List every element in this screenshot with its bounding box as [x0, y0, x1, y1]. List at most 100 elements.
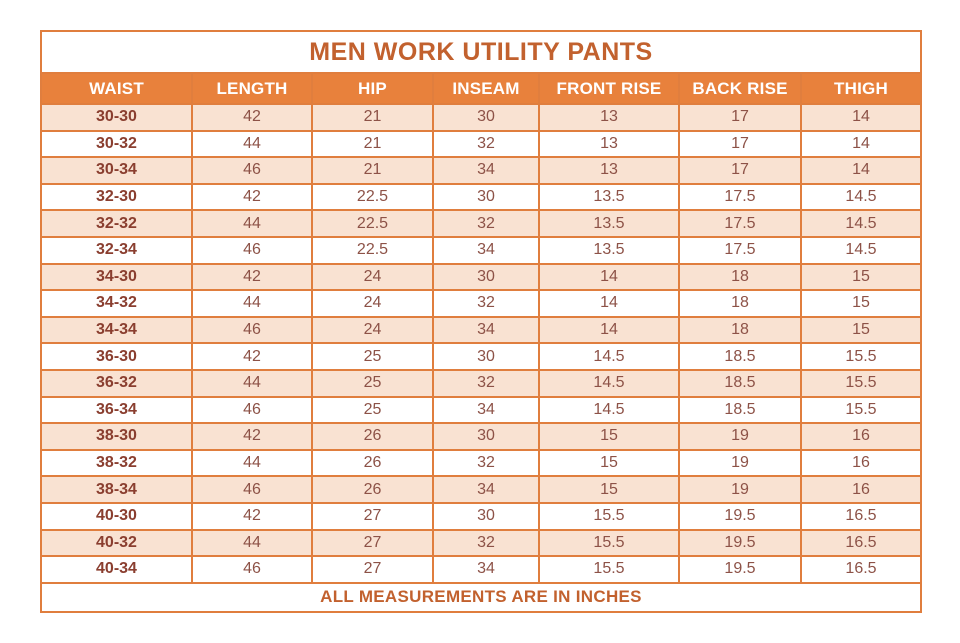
value-cell: 42 — [191, 262, 313, 292]
value-cell: 22.5 — [311, 209, 434, 238]
value-cell: 19 — [678, 422, 802, 451]
chart-title: MEN WORK UTILITY PANTS — [40, 30, 922, 74]
value-cell: 14 — [538, 262, 680, 292]
value-cell: 19 — [678, 475, 802, 504]
value-cell: 15.5 — [538, 501, 680, 531]
value-cell: 16.5 — [800, 528, 922, 558]
value-cell: 27 — [311, 528, 434, 558]
value-cell: 18 — [678, 262, 802, 292]
waist-cell: 38-32 — [40, 448, 193, 478]
value-cell: 19.5 — [678, 501, 802, 531]
waist-cell: 36-30 — [40, 342, 193, 371]
value-cell: 15.5 — [800, 342, 922, 371]
column-header-front-rise: FRONT RISE — [538, 72, 680, 105]
value-cell: 42 — [191, 342, 313, 371]
value-cell: 30 — [432, 103, 540, 132]
table-row: 30-32 44 21 32 13 17 14 — [40, 129, 922, 159]
value-cell: 44 — [191, 289, 313, 318]
title-row: MEN WORK UTILITY PANTS — [40, 30, 922, 74]
value-cell: 34 — [432, 475, 540, 504]
value-cell: 44 — [191, 129, 313, 159]
value-cell: 14 — [800, 156, 922, 185]
waist-cell: 40-30 — [40, 501, 193, 531]
value-cell: 30 — [432, 342, 540, 371]
table-row: 38-30 42 26 30 15 19 16 — [40, 422, 922, 451]
waist-cell: 30-34 — [40, 156, 193, 185]
value-cell: 32 — [432, 528, 540, 558]
column-header-waist: WAIST — [40, 72, 193, 105]
waist-cell: 38-30 — [40, 422, 193, 451]
value-cell: 16 — [800, 422, 922, 451]
size-chart-table: MEN WORK UTILITY PANTS WAIST LENGTH HIP INS… — [40, 30, 922, 613]
waist-cell: 32-34 — [40, 235, 193, 265]
footer-note: ALL MEASUREMENTS ARE IN INCHES — [40, 581, 922, 613]
value-cell: 17.5 — [678, 235, 802, 265]
value-cell: 25 — [311, 395, 434, 425]
table-row: 36-30 42 25 30 14.5 18.5 15.5 — [40, 342, 922, 371]
value-cell: 15 — [538, 475, 680, 504]
value-cell: 15.5 — [538, 528, 680, 558]
value-cell: 21 — [311, 129, 434, 159]
value-cell: 13.5 — [538, 209, 680, 238]
value-cell: 25 — [311, 368, 434, 398]
value-cell: 17.5 — [678, 209, 802, 238]
value-cell: 42 — [191, 422, 313, 451]
value-cell: 24 — [311, 262, 434, 292]
table-row: 40-34 46 27 34 15.5 19.5 16.5 — [40, 555, 922, 584]
value-cell: 17.5 — [678, 182, 802, 212]
value-cell: 14.5 — [800, 182, 922, 212]
column-header-thigh: THIGH — [800, 72, 922, 105]
value-cell: 46 — [191, 475, 313, 504]
value-cell: 32 — [432, 129, 540, 159]
value-cell: 14 — [800, 129, 922, 159]
value-cell: 34 — [432, 315, 540, 345]
table-row: 34-32 44 24 32 14 18 15 — [40, 289, 922, 318]
value-cell: 46 — [191, 395, 313, 425]
value-cell: 16 — [800, 448, 922, 478]
value-cell: 22.5 — [311, 182, 434, 212]
table-row: 32-34 46 22.5 34 13.5 17.5 14.5 — [40, 235, 922, 265]
value-cell: 32 — [432, 368, 540, 398]
waist-cell: 32-32 — [40, 209, 193, 238]
value-cell: 14.5 — [538, 368, 680, 398]
value-cell: 14.5 — [538, 342, 680, 371]
column-header-length: LENGTH — [191, 72, 313, 105]
value-cell: 15 — [800, 262, 922, 292]
value-cell: 18.5 — [678, 342, 802, 371]
waist-cell: 32-30 — [40, 182, 193, 212]
value-cell: 15.5 — [800, 368, 922, 398]
waist-cell: 34-32 — [40, 289, 193, 318]
value-cell: 18 — [678, 289, 802, 318]
table-row: 36-34 46 25 34 14.5 18.5 15.5 — [40, 395, 922, 425]
waist-cell: 38-34 — [40, 475, 193, 504]
value-cell: 14.5 — [538, 395, 680, 425]
value-cell: 34 — [432, 156, 540, 185]
column-header-inseam: INSEAM — [432, 72, 540, 105]
value-cell: 26 — [311, 475, 434, 504]
column-header-hip: HIP — [311, 72, 434, 105]
value-cell: 13.5 — [538, 182, 680, 212]
value-cell: 17 — [678, 103, 802, 132]
table-row: 40-32 44 27 32 15.5 19.5 16.5 — [40, 528, 922, 558]
value-cell: 13 — [538, 156, 680, 185]
value-cell: 30 — [432, 422, 540, 451]
value-cell: 18.5 — [678, 368, 802, 398]
footer-row: ALL MEASUREMENTS ARE IN INCHES — [40, 581, 922, 613]
value-cell: 22.5 — [311, 235, 434, 265]
value-cell: 46 — [191, 235, 313, 265]
header-row: WAIST LENGTH HIP INSEAM FRONT RISE BACK RISE T… — [40, 72, 922, 105]
waist-cell: 40-34 — [40, 555, 193, 584]
table-row: 32-32 44 22.5 32 13.5 17.5 14.5 — [40, 209, 922, 238]
table-row: 30-34 46 21 34 13 17 14 — [40, 156, 922, 185]
table-row: 30-30 42 21 30 13 17 14 — [40, 103, 922, 132]
value-cell: 18.5 — [678, 395, 802, 425]
value-cell: 16.5 — [800, 501, 922, 531]
value-cell: 32 — [432, 209, 540, 238]
value-cell: 30 — [432, 262, 540, 292]
value-cell: 19.5 — [678, 555, 802, 584]
value-cell: 16.5 — [800, 555, 922, 584]
waist-cell: 36-34 — [40, 395, 193, 425]
waist-cell: 34-30 — [40, 262, 193, 292]
value-cell: 27 — [311, 555, 434, 584]
